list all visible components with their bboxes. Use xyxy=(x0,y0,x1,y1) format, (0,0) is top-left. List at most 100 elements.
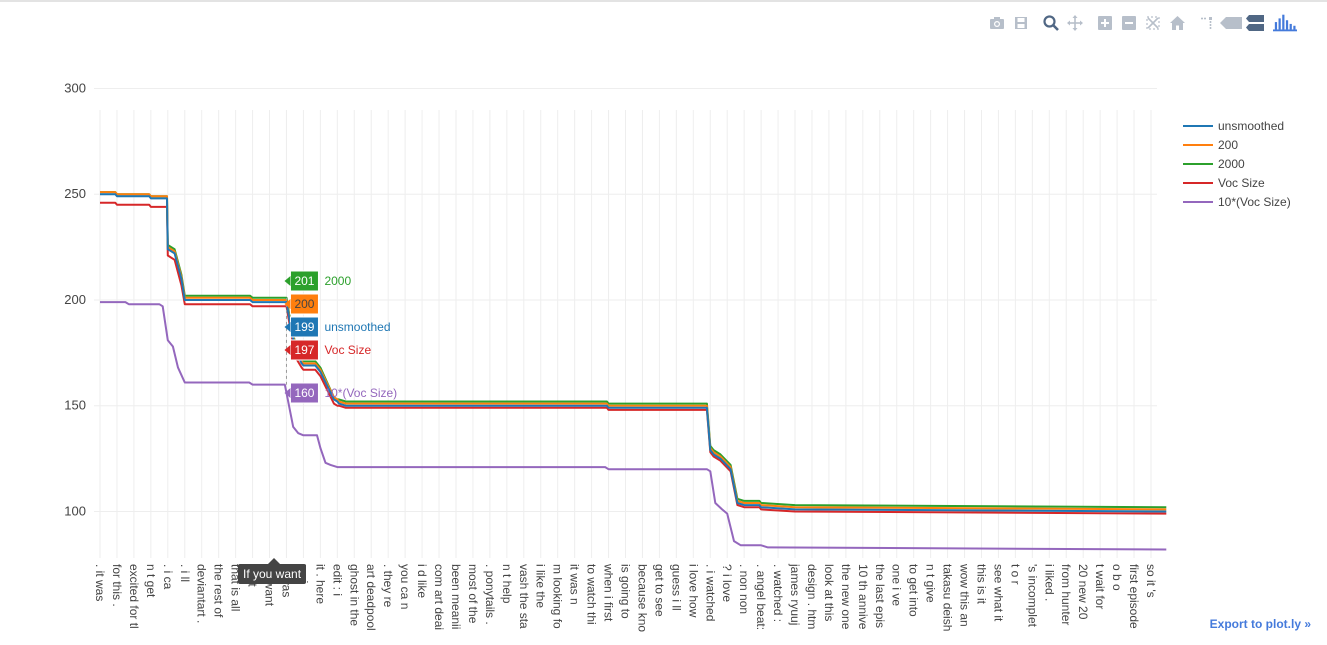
x-tick-label: design . htm xyxy=(805,564,819,629)
export-to-plotly-link[interactable]: Export to plot.ly » xyxy=(1209,617,1311,631)
x-tick-label: because kno xyxy=(635,564,649,632)
home-icon[interactable] xyxy=(1165,12,1189,34)
svg-text:200: 200 xyxy=(294,297,314,311)
x-tick-label: most of the xyxy=(466,564,480,624)
x-tick-label: ghost in the xyxy=(347,564,361,626)
legend-item-voc-size[interactable]: Voc Size xyxy=(1183,173,1291,192)
x-tick-label: is going to xyxy=(619,564,633,619)
x-tick-label: it was n xyxy=(568,564,582,605)
camera-icon[interactable] xyxy=(985,12,1009,34)
x-tick-label: see what it xyxy=(991,564,1005,622)
x-tick-label: i liked . xyxy=(1042,564,1056,601)
x-tick-label: you ca n xyxy=(398,564,412,609)
y-tick-label: 250 xyxy=(64,186,86,201)
x-tick-label: the new one xyxy=(839,564,853,630)
x-tick-label: o b o xyxy=(1110,564,1124,591)
hover-label-10-voc-size: 160 10*(Voc Size) xyxy=(284,382,397,404)
spike-lines-icon[interactable] xyxy=(1195,12,1219,34)
legend-item-2000[interactable]: 2000 xyxy=(1183,154,1291,173)
x-tick-label: art deadpool xyxy=(364,564,378,631)
y-tick-label: 150 xyxy=(64,398,86,413)
x-tick-label: from hunter xyxy=(1059,564,1073,625)
legend-item-unsmoothed[interactable]: unsmoothed xyxy=(1183,116,1291,135)
x-tick-label: the last epis xyxy=(873,564,887,628)
plotly-logo-icon[interactable] xyxy=(1273,12,1297,34)
x-tick-label: 10 th annive xyxy=(856,564,870,630)
hover-label-200: 200 xyxy=(284,293,319,315)
x-tick-label: takasu deish xyxy=(941,564,955,631)
x-tick-label: . i watched xyxy=(703,564,717,621)
hover-label-2000: 201 2000 xyxy=(284,270,351,292)
x-tick-label: excited for tl xyxy=(127,564,141,629)
series-line-200[interactable] xyxy=(100,191,1167,511)
x-tick-label: been meanii xyxy=(449,564,463,629)
legend-item-200[interactable]: 200 xyxy=(1183,135,1291,154)
x-tick-label: . they re xyxy=(381,564,395,608)
series-line-10-voc-size[interactable] xyxy=(100,301,1167,551)
x-tick-label: com art deai xyxy=(432,564,446,630)
x-tick-label: edit : i xyxy=(330,564,344,596)
svg-text:2000: 2000 xyxy=(324,274,351,288)
svg-text:197: 197 xyxy=(294,343,314,357)
hover-label-voc-size: 197 Voc Size xyxy=(284,339,371,361)
x-tick-label: 's incomplet xyxy=(1025,564,1039,628)
legend-label: Voc Size xyxy=(1218,175,1265,190)
series-line-voc-size[interactable] xyxy=(100,201,1167,515)
top-border xyxy=(0,0,1327,2)
x-tick-label: . ponytails . xyxy=(483,564,497,625)
x-tick-label: guess i ll xyxy=(669,564,683,611)
legend-swatch xyxy=(1183,181,1213,184)
x-tick-label: ? i love xyxy=(720,564,734,602)
y-tick-label: 300 xyxy=(64,80,86,95)
x-tick-label: . i ca xyxy=(161,564,175,590)
x-tick-label: look at this xyxy=(822,564,836,621)
zoom-out-icon[interactable] xyxy=(1117,12,1141,34)
series-line-2000[interactable] xyxy=(100,191,1167,509)
legend: unsmoothed 200 2000 Voc Size 10*(Voc Size) xyxy=(1183,116,1291,211)
x-tick-label: first episode xyxy=(1127,564,1141,629)
hover-closest-icon[interactable] xyxy=(1219,12,1243,34)
x-tick-label: . angel beat: xyxy=(754,564,768,630)
svg-text:201: 201 xyxy=(294,274,314,288)
hover-tooltip: If you want xyxy=(238,558,307,584)
x-tick-label: to get into xyxy=(907,564,921,617)
x-tick-label: the rest of xyxy=(212,564,226,618)
zoom-in-icon[interactable] xyxy=(1093,12,1117,34)
svg-text:Voc Size: Voc Size xyxy=(324,343,371,357)
x-tick-label: james ryuuj xyxy=(788,563,802,625)
x-tick-label: . it was xyxy=(93,564,107,601)
x-tick-label: n t help xyxy=(500,564,514,604)
svg-text:unsmoothed: unsmoothed xyxy=(324,320,390,334)
x-tick-label: get to see xyxy=(652,564,666,617)
x-tick-label: . non non xyxy=(737,564,751,614)
legend-swatch xyxy=(1183,200,1213,203)
x-tick-label: deviantart . xyxy=(195,564,209,623)
y-tick-label: 100 xyxy=(64,503,86,518)
x-tick-label: i like the xyxy=(534,564,548,608)
x-tick-label: n t get xyxy=(144,564,158,598)
x-tick-label: . i ll xyxy=(178,564,192,582)
pan-icon[interactable] xyxy=(1063,12,1087,34)
hover-label-unsmoothed: 199 unsmoothed xyxy=(284,316,391,338)
legend-item-10-voc-size[interactable]: 10*(Voc Size) xyxy=(1183,192,1291,211)
svg-text:160: 160 xyxy=(294,386,314,400)
legend-label: 2000 xyxy=(1218,156,1245,171)
x-tick-label: when i first xyxy=(602,563,616,622)
x-tick-label: for this . xyxy=(110,564,124,607)
legend-swatch xyxy=(1183,143,1213,146)
x-tick-label: i d like xyxy=(415,564,429,598)
series-line-unsmoothed[interactable] xyxy=(100,193,1167,513)
x-tick-label: t wait for xyxy=(1093,564,1107,609)
hover-compare-icon[interactable] xyxy=(1243,12,1267,34)
x-tick-label: one i ve xyxy=(890,564,904,606)
x-tick-label: i love how xyxy=(686,564,700,618)
autoscale-icon[interactable] xyxy=(1141,12,1165,34)
x-tick-label: it . here xyxy=(313,564,327,604)
legend-label: unsmoothed xyxy=(1218,118,1285,133)
legend-label: 200 xyxy=(1218,137,1239,152)
x-tick-label: so it 's xyxy=(1144,564,1158,598)
zoom-icon[interactable] xyxy=(1039,12,1063,34)
x-tick-label: to watch thi xyxy=(585,564,599,625)
save-icon[interactable] xyxy=(1009,12,1033,34)
